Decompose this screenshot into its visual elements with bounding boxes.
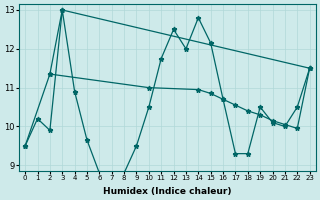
X-axis label: Humidex (Indice chaleur): Humidex (Indice chaleur) — [103, 187, 232, 196]
